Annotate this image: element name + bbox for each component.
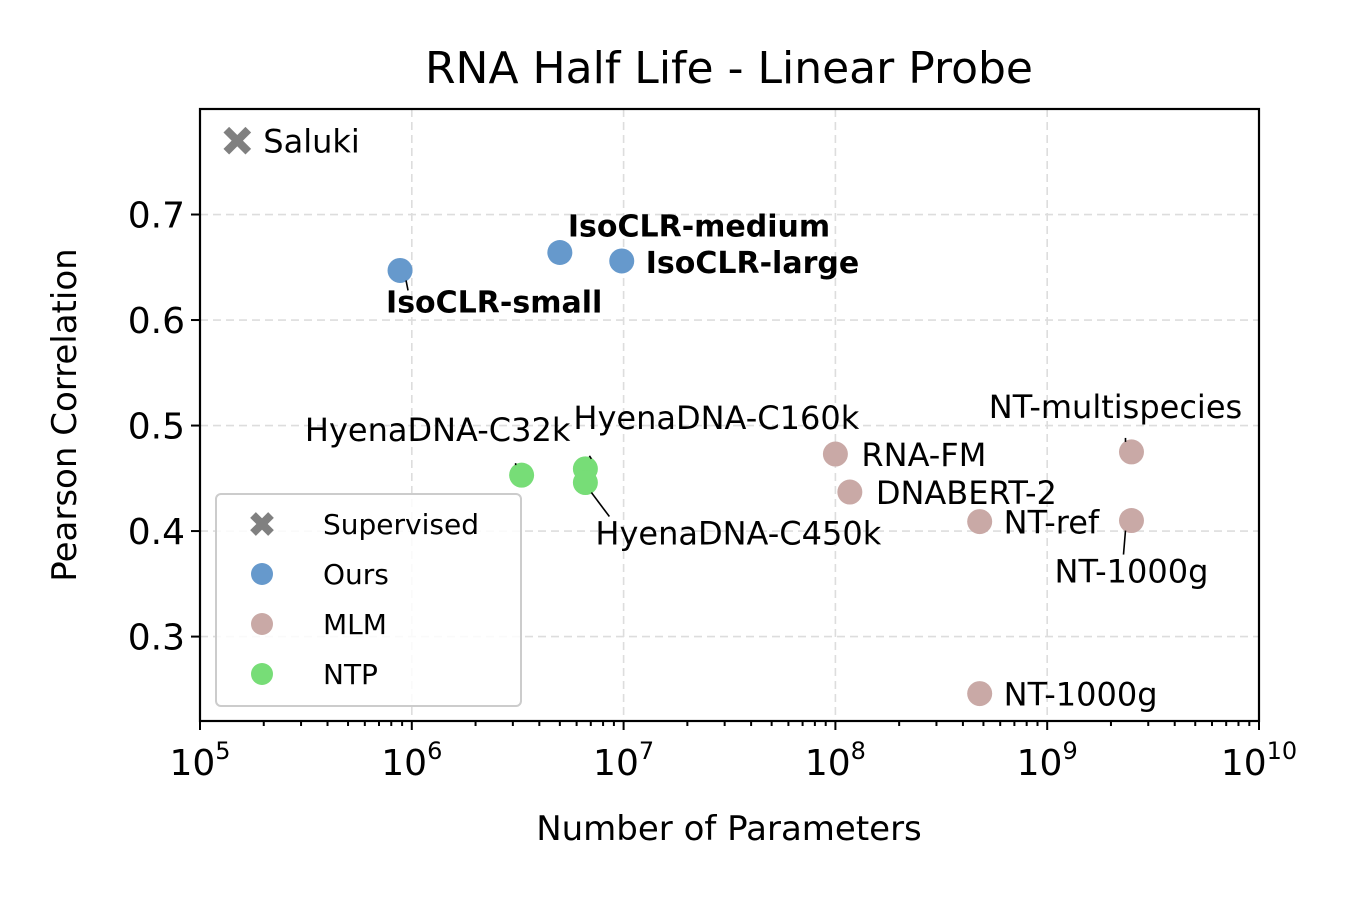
label-leader — [588, 455, 593, 460]
legend-label: MLM — [323, 608, 387, 641]
plot-frame — [198, 107, 1261, 723]
point-labels: Saluki IsoCLR-small IsoCLR-mediumIsoCLR-la… — [263, 123, 1242, 714]
legend-box — [215, 493, 522, 707]
point-label: HyenaDNA-C450k — [595, 515, 881, 553]
x-tick-label: 109 — [1017, 737, 1078, 784]
y-tick-label: 0.5 — [128, 407, 185, 448]
point-NT-multispecies — [1118, 439, 1144, 465]
point-RNA-FM — [822, 441, 848, 467]
chart-title: RNA Half Life - Linear Probe — [425, 43, 1033, 94]
y-tick-label: 0.6 — [128, 301, 185, 342]
y-tick-label: 0.3 — [128, 618, 185, 659]
point-Saluki — [223, 126, 252, 155]
point-label: NT-ref — [1004, 504, 1100, 542]
data-points — [223, 126, 1144, 707]
point-label: NT-multispecies — [989, 388, 1242, 426]
point-label: RNA-FM — [861, 436, 986, 474]
x-tick-label: 108 — [805, 737, 866, 784]
point-DNABERT-2 — [837, 479, 863, 505]
y-tick-label: 0.4 — [128, 512, 185, 553]
point-label: Saluki — [263, 123, 360, 161]
point-NT-1000g — [967, 681, 993, 707]
y-tick-label: 0.7 — [128, 196, 185, 237]
legend-label: Supervised — [323, 508, 479, 541]
legend-marker-NTP — [251, 663, 273, 685]
point-label: IsoCLR-medium — [568, 210, 830, 245]
point-label: HyenaDNA-C160k — [573, 399, 859, 437]
point-NT-1000g — [1118, 508, 1144, 534]
legend-marker-Supervised — [250, 512, 274, 536]
y-axis-label: Pearson Correlation — [45, 248, 85, 581]
x-tick-label: 106 — [381, 737, 442, 784]
point-IsoCLR-medium — [547, 240, 573, 266]
point-label: HyenaDNA-C32k — [305, 411, 571, 449]
point-label: DNABERT-2 — [876, 474, 1057, 512]
label-leader — [405, 280, 409, 291]
point-IsoCLR-small — [387, 257, 413, 283]
x-axis-label: Number of Parameters — [536, 809, 922, 849]
x-tick-label: 105 — [169, 737, 230, 784]
x-tick-label: 1010 — [1221, 737, 1297, 784]
point-HyenaDNA-C32k — [509, 462, 535, 488]
label-leader — [1122, 530, 1127, 555]
label-leader — [590, 492, 611, 518]
legend-marker-MLM — [251, 613, 273, 635]
point-label: IsoCLR-large — [646, 246, 859, 281]
legend-label: Ours — [323, 558, 389, 591]
legend: Supervised Ours MLM NTP — [215, 493, 522, 707]
legend-marker-Ours — [251, 563, 273, 585]
point-NT-ref — [967, 509, 993, 535]
point-IsoCLR-large — [609, 248, 635, 274]
point-label: NT-1000g — [1055, 553, 1209, 591]
x-tick-label: 107 — [593, 737, 654, 784]
point-label: IsoCLR-small — [386, 285, 602, 320]
point-HyenaDNA-C450k — [572, 470, 598, 496]
point-label: NT-1000g — [1004, 676, 1158, 714]
legend-label: NTP — [323, 658, 378, 691]
